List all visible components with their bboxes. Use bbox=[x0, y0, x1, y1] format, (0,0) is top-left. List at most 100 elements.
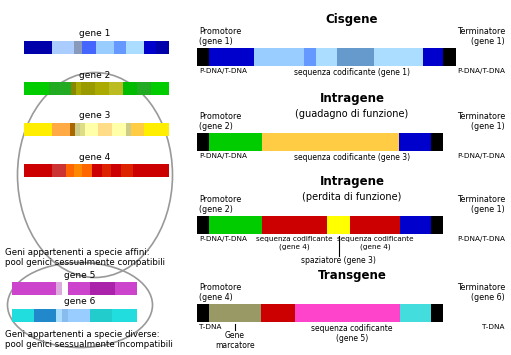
Bar bbox=[85, 122, 98, 136]
Text: pool genici sessualmente compatibili: pool genici sessualmente compatibili bbox=[5, 258, 165, 267]
Bar bbox=[197, 48, 210, 66]
Bar bbox=[34, 308, 56, 322]
Bar bbox=[304, 48, 316, 66]
Bar bbox=[98, 122, 112, 136]
Bar bbox=[24, 122, 52, 136]
Text: P-DNA/T-DNA: P-DNA/T-DNA bbox=[199, 153, 247, 159]
Bar bbox=[70, 122, 75, 136]
Bar bbox=[75, 122, 80, 136]
Bar bbox=[74, 40, 82, 54]
Text: Intragene: Intragene bbox=[319, 92, 384, 105]
Bar bbox=[133, 164, 146, 176]
Text: Promotore
(gene 1): Promotore (gene 1) bbox=[199, 27, 241, 46]
Text: Terminatore
(gene 1): Terminatore (gene 1) bbox=[457, 195, 505, 214]
Text: Cisgene: Cisgene bbox=[326, 13, 378, 26]
Text: Terminatore
(gene 1): Terminatore (gene 1) bbox=[457, 27, 505, 46]
Bar bbox=[210, 304, 261, 322]
Text: sequenza codificante
(gene 4): sequenza codificante (gene 4) bbox=[337, 236, 413, 250]
Text: gene 6: gene 6 bbox=[64, 297, 96, 306]
Text: sequenza codificante (gene 3): sequenza codificante (gene 3) bbox=[294, 153, 410, 162]
Bar bbox=[115, 282, 137, 295]
Bar bbox=[137, 82, 151, 94]
Text: Terminatore
(gene 1): Terminatore (gene 1) bbox=[457, 111, 505, 131]
Bar bbox=[262, 216, 327, 234]
Bar bbox=[144, 40, 156, 54]
Bar bbox=[52, 40, 74, 54]
Text: Transgene: Transgene bbox=[317, 269, 386, 282]
Bar bbox=[144, 122, 169, 136]
Bar bbox=[114, 40, 126, 54]
Text: Promotore
(gene 4): Promotore (gene 4) bbox=[199, 283, 241, 302]
Bar bbox=[444, 48, 456, 66]
Bar bbox=[49, 82, 71, 94]
Bar bbox=[262, 133, 399, 151]
Bar bbox=[316, 48, 337, 66]
Text: spaziatore (gene 3): spaziatore (gene 3) bbox=[301, 256, 376, 265]
Bar bbox=[111, 164, 121, 176]
Bar bbox=[12, 282, 34, 295]
Text: T-DNA: T-DNA bbox=[199, 324, 221, 330]
Text: Promotore
(gene 2): Promotore (gene 2) bbox=[199, 195, 241, 214]
Bar bbox=[34, 282, 56, 295]
Bar bbox=[295, 304, 400, 322]
Text: P-DNA/T-DNA: P-DNA/T-DNA bbox=[457, 153, 505, 159]
Text: P-DNA/T-DNA: P-DNA/T-DNA bbox=[457, 236, 505, 242]
Bar bbox=[76, 82, 81, 94]
Bar bbox=[109, 82, 123, 94]
Bar bbox=[62, 282, 68, 295]
Bar bbox=[81, 82, 95, 94]
Text: Terminatore
(gene 6): Terminatore (gene 6) bbox=[457, 283, 505, 302]
Bar bbox=[24, 164, 52, 176]
Bar bbox=[400, 304, 431, 322]
Bar bbox=[52, 122, 70, 136]
Text: pool genici sessualmente incompatibili: pool genici sessualmente incompatibili bbox=[5, 340, 173, 349]
Text: gene 5: gene 5 bbox=[64, 271, 96, 279]
Text: gene 4: gene 4 bbox=[79, 153, 110, 162]
Bar bbox=[131, 122, 144, 136]
Bar bbox=[261, 304, 295, 322]
Bar bbox=[24, 40, 52, 54]
Bar bbox=[337, 48, 374, 66]
Bar bbox=[351, 216, 400, 234]
Bar bbox=[71, 82, 76, 94]
Bar bbox=[210, 48, 254, 66]
Bar bbox=[62, 308, 68, 322]
Bar bbox=[66, 164, 74, 176]
Bar bbox=[399, 133, 431, 151]
Bar bbox=[102, 164, 111, 176]
Bar bbox=[92, 164, 102, 176]
Bar bbox=[210, 133, 262, 151]
Text: T-DNA: T-DNA bbox=[482, 324, 505, 330]
Bar bbox=[327, 216, 351, 234]
Text: (guadagno di funzione): (guadagno di funzione) bbox=[295, 109, 409, 119]
Bar bbox=[156, 40, 169, 54]
Bar bbox=[90, 282, 115, 295]
Text: P-DNA/T-DNA: P-DNA/T-DNA bbox=[199, 236, 247, 242]
Bar bbox=[431, 216, 444, 234]
Bar bbox=[82, 164, 92, 176]
Bar bbox=[423, 48, 444, 66]
Bar bbox=[146, 164, 169, 176]
Text: Gene
marcatore: Gene marcatore bbox=[215, 331, 255, 350]
Text: Geni appartenenti a specie affini:: Geni appartenenti a specie affini: bbox=[5, 248, 150, 257]
Text: (perdita di funzione): (perdita di funzione) bbox=[303, 192, 402, 202]
Bar bbox=[121, 164, 133, 176]
Bar bbox=[374, 48, 423, 66]
Text: P-DNA/T-DNA: P-DNA/T-DNA bbox=[199, 68, 247, 74]
Text: gene 3: gene 3 bbox=[79, 111, 111, 120]
Text: sequenza codificante
(gene 4): sequenza codificante (gene 4) bbox=[257, 236, 333, 250]
Bar bbox=[126, 122, 131, 136]
Text: Geni appartenenti a specie diverse:: Geni appartenenti a specie diverse: bbox=[5, 330, 159, 339]
Bar bbox=[68, 308, 90, 322]
Bar bbox=[123, 82, 137, 94]
Bar bbox=[52, 164, 66, 176]
Bar bbox=[431, 304, 444, 322]
Bar bbox=[210, 216, 262, 234]
Bar bbox=[254, 48, 304, 66]
Bar bbox=[56, 282, 62, 295]
Bar bbox=[126, 40, 144, 54]
Bar bbox=[197, 216, 210, 234]
Bar bbox=[112, 308, 137, 322]
Bar bbox=[74, 164, 82, 176]
Bar bbox=[82, 40, 96, 54]
